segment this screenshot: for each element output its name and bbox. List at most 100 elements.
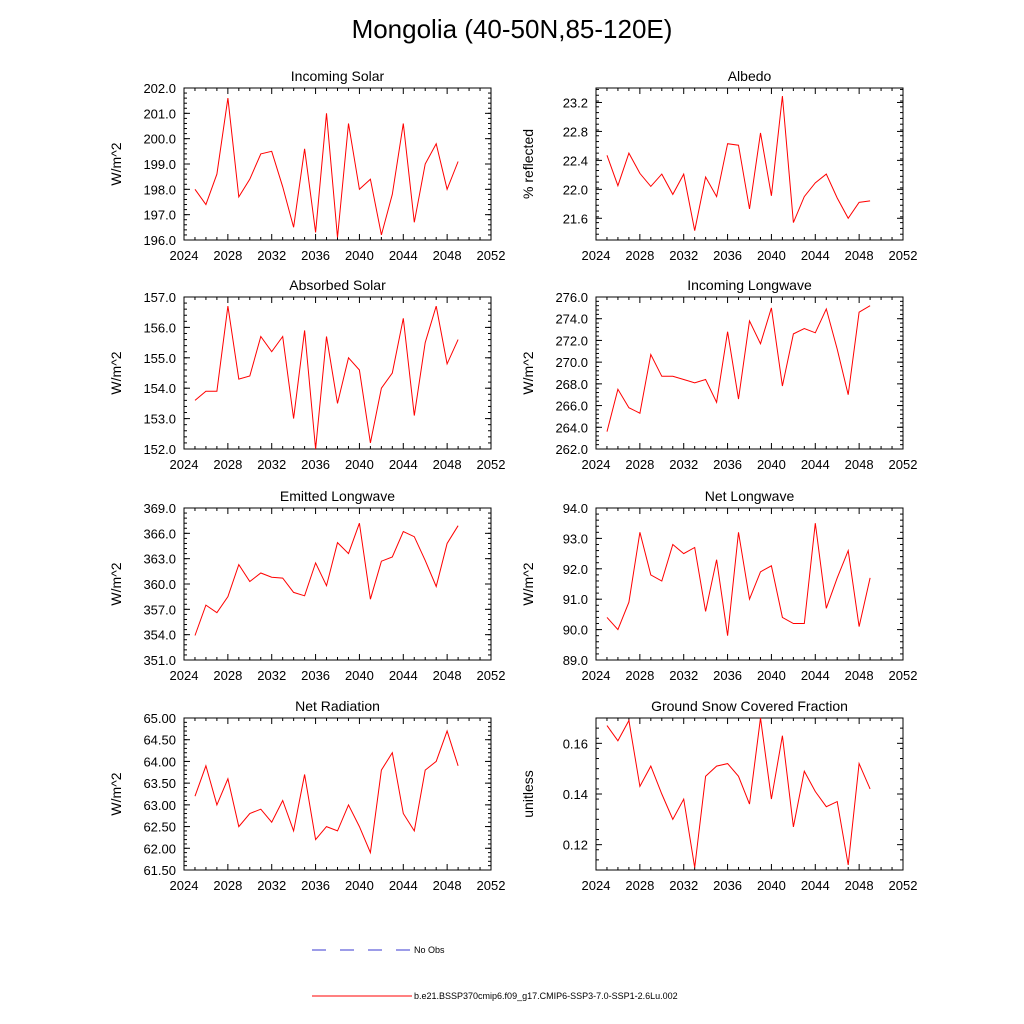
y-tick-label: 154.0 bbox=[143, 381, 176, 396]
y-tick-label: 90.0 bbox=[563, 623, 588, 638]
x-tick-label: 2048 bbox=[845, 248, 874, 263]
x-tick-label: 2052 bbox=[889, 248, 918, 263]
y-axis-label-incoming-solar: W/m^2 bbox=[108, 142, 124, 185]
x-tick-label: 2032 bbox=[669, 248, 698, 263]
y-axis-label-net-radiation: W/m^2 bbox=[108, 772, 124, 815]
series-line-albedo bbox=[606, 95, 871, 231]
plot-frame-net-radiation bbox=[183, 717, 492, 871]
x-tick-label: 2052 bbox=[889, 457, 918, 472]
y-tick-label: 63.50 bbox=[143, 776, 176, 791]
series-line-emitted-longwave bbox=[194, 523, 459, 636]
y-tick-label: 266.0 bbox=[555, 399, 588, 414]
x-tick-label: 2032 bbox=[669, 457, 698, 472]
x-tick-label: 2032 bbox=[669, 878, 698, 893]
x-tick-label: 2028 bbox=[213, 248, 242, 263]
x-tick-label: 2048 bbox=[845, 457, 874, 472]
x-tick-label: 2028 bbox=[213, 878, 242, 893]
y-tick-label: 351.0 bbox=[143, 653, 176, 668]
y-tick-label: 22.4 bbox=[563, 153, 588, 168]
y-tick-label: 65.00 bbox=[143, 711, 176, 726]
panel-title-net-longwave: Net Longwave bbox=[705, 488, 795, 504]
x-tick-label: 2052 bbox=[889, 668, 918, 683]
panel-title-albedo: Albedo bbox=[728, 68, 772, 84]
x-tick-label: 2048 bbox=[433, 248, 462, 263]
x-tick-label: 2024 bbox=[170, 457, 199, 472]
x-tick-label: 2032 bbox=[669, 668, 698, 683]
x-tick-label: 2048 bbox=[845, 668, 874, 683]
figure-title: Mongolia (40-50N,85-120E) bbox=[351, 14, 673, 44]
panel-incoming-longwave: Incoming Longwave W/m^2 2024 2028 2032 2036 20… bbox=[520, 277, 917, 472]
y-tick-label: 61.50 bbox=[143, 863, 176, 878]
x-tick-label: 2028 bbox=[625, 668, 654, 683]
y-tick-label: 91.0 bbox=[563, 592, 588, 607]
y-tick-label: 0.12 bbox=[563, 838, 588, 853]
panel-title-incoming-solar: Incoming Solar bbox=[291, 68, 385, 84]
x-tick-label: 2024 bbox=[582, 668, 611, 683]
y-tick-label: 276.0 bbox=[555, 290, 588, 305]
x-tick-label: 2040 bbox=[345, 457, 374, 472]
x-tick-label: 2044 bbox=[801, 878, 830, 893]
y-tick-label: 357.0 bbox=[143, 602, 176, 617]
y-tick-label: 196.0 bbox=[143, 233, 176, 248]
x-tick-label: 2052 bbox=[889, 878, 918, 893]
y-axis-label-emitted-longwave: W/m^2 bbox=[108, 562, 124, 605]
x-tick-label: 2024 bbox=[582, 878, 611, 893]
series-line-net-longwave bbox=[606, 523, 871, 636]
y-tick-label: 360.0 bbox=[143, 577, 176, 592]
y-axis-label-albedo: % reflected bbox=[520, 129, 536, 199]
y-tick-label: 268.0 bbox=[555, 377, 588, 392]
y-tick-label: 64.50 bbox=[143, 733, 176, 748]
series-line-absorbed-solar bbox=[194, 305, 459, 450]
x-tick-label: 2028 bbox=[213, 457, 242, 472]
x-tick-label: 2048 bbox=[433, 457, 462, 472]
panel-title-absorbed-solar: Absorbed Solar bbox=[289, 277, 386, 293]
y-tick-label: 23.2 bbox=[563, 95, 588, 110]
panel-title-ground-snow-covered-fraction: Ground Snow Covered Fraction bbox=[651, 698, 848, 714]
y-tick-label: 62.50 bbox=[143, 820, 176, 835]
x-tick-label: 2040 bbox=[345, 878, 374, 893]
y-tick-label: 274.0 bbox=[555, 312, 588, 327]
y-tick-label: 64.00 bbox=[143, 754, 176, 769]
x-tick-label: 2052 bbox=[477, 248, 506, 263]
series-line-net-radiation bbox=[194, 729, 459, 855]
y-tick-label: 270.0 bbox=[555, 355, 588, 370]
x-tick-label: 2048 bbox=[433, 878, 462, 893]
plot-frame-net-longwave bbox=[595, 507, 904, 661]
y-tick-label: 93.0 bbox=[563, 531, 588, 546]
x-tick-label: 2048 bbox=[845, 878, 874, 893]
panel-title-emitted-longwave: Emitted Longwave bbox=[280, 488, 395, 504]
x-tick-label: 2036 bbox=[301, 878, 330, 893]
y-axis-label-net-longwave: W/m^2 bbox=[520, 562, 536, 605]
x-tick-label: 2032 bbox=[257, 457, 286, 472]
y-tick-label: 156.0 bbox=[143, 320, 176, 335]
y-tick-label: 92.0 bbox=[563, 562, 588, 577]
x-tick-label: 2032 bbox=[257, 248, 286, 263]
legend-label-model-run: b.e21.BSSP370cmip6.f09_g17.CMIP6-SSP3-7.… bbox=[414, 991, 678, 1001]
y-tick-label: 262.0 bbox=[555, 442, 588, 457]
panel-incoming-solar: Incoming Solar W/m^2 2024 2028 2032 2036 2040 2… bbox=[108, 68, 505, 263]
y-tick-label: 197.0 bbox=[143, 208, 176, 223]
x-tick-label: 2048 bbox=[433, 668, 462, 683]
y-tick-label: 199.0 bbox=[143, 157, 176, 172]
panel-absorbed-solar: Absorbed Solar W/m^2 2024 2028 2032 2036 2040 2… bbox=[108, 277, 505, 472]
panel-title-incoming-longwave: Incoming Longwave bbox=[687, 277, 812, 293]
y-tick-label: 153.0 bbox=[143, 412, 176, 427]
y-tick-label: 202.0 bbox=[143, 81, 176, 96]
y-tick-label: 264.0 bbox=[555, 420, 588, 435]
x-tick-label: 2044 bbox=[389, 878, 418, 893]
x-tick-label: 2024 bbox=[170, 878, 199, 893]
y-tick-label: 200.0 bbox=[143, 132, 176, 147]
y-tick-label: 366.0 bbox=[143, 526, 176, 541]
y-tick-label: 22.0 bbox=[563, 182, 588, 197]
x-tick-label: 2040 bbox=[757, 668, 786, 683]
plot-frame-emitted-longwave bbox=[183, 507, 492, 661]
plot-frame-incoming-solar bbox=[183, 87, 492, 241]
y-tick-label: 89.0 bbox=[563, 653, 588, 668]
x-tick-label: 2044 bbox=[389, 248, 418, 263]
x-tick-label: 2036 bbox=[301, 668, 330, 683]
y-tick-label: 198.0 bbox=[143, 182, 176, 197]
y-tick-label: 272.0 bbox=[555, 333, 588, 348]
x-tick-label: 2044 bbox=[801, 457, 830, 472]
y-axis-label-absorbed-solar: W/m^2 bbox=[108, 351, 124, 394]
